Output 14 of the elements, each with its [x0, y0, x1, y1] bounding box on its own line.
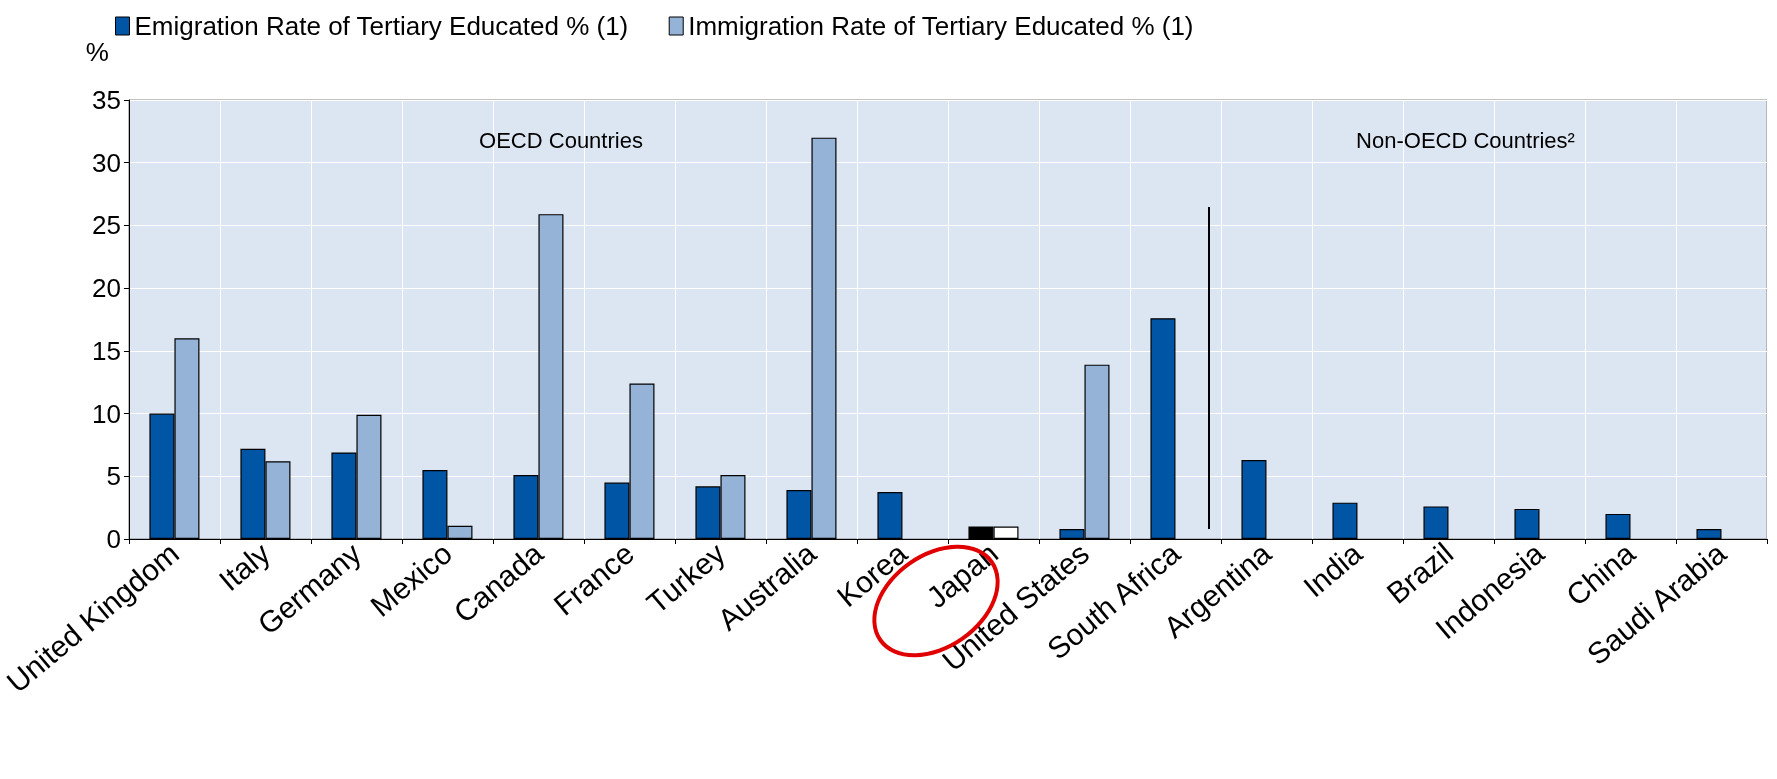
- y-tick-label: 25: [92, 210, 121, 241]
- annotation: Non-OECD Countries²: [1356, 128, 1575, 154]
- y-tick-label: 20: [92, 273, 121, 304]
- annotation: OECD Countries: [479, 128, 643, 154]
- legend-label: Immigration Rate of Tertiary Educated % (1): [688, 11, 1194, 41]
- legend-label: Emigration Rate of Tertiary Educated % (1): [134, 11, 629, 41]
- x-tick-label: India: [1297, 536, 1369, 604]
- y-tick-label: 30: [92, 147, 121, 178]
- y-axis-title: %: [85, 37, 109, 67]
- y-tick-label: 0: [106, 524, 121, 554]
- y-tick-label: 5: [106, 461, 121, 492]
- y-tick-label: 10: [92, 398, 121, 429]
- y-tick-label: 15: [92, 335, 121, 366]
- y-tick-label: 35: [92, 85, 121, 115]
